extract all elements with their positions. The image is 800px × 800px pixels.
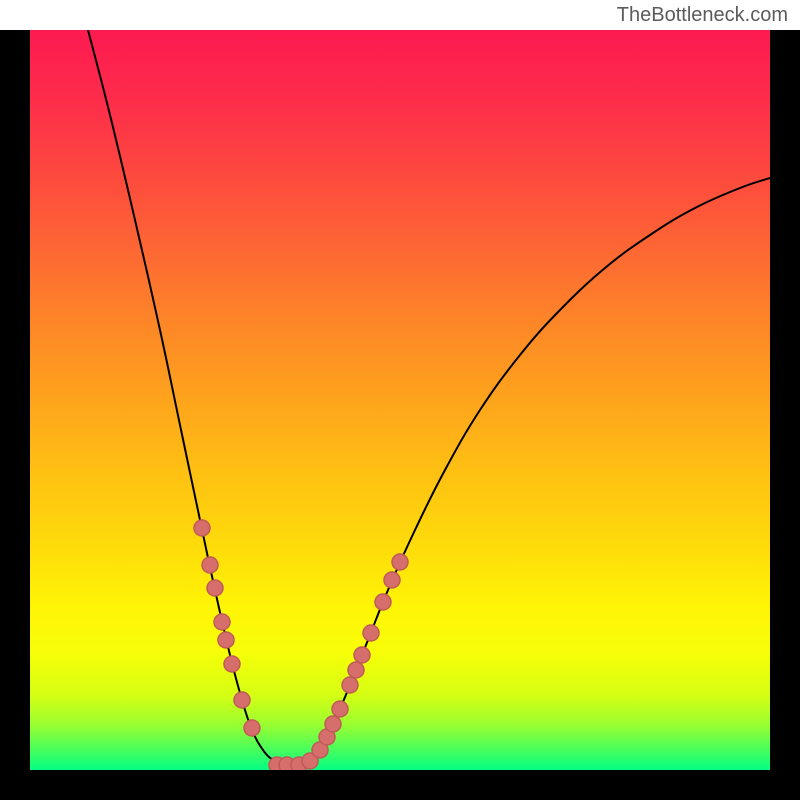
data-marker [354,647,370,663]
data-marker [325,716,341,732]
watermark-text: TheBottleneck.com [617,4,788,27]
curve-right-branch [302,178,770,765]
image-root: TheBottleneck.com [0,0,800,800]
data-marker [224,656,240,672]
plot-area [30,30,770,770]
data-marker [218,632,234,648]
data-marker [244,720,260,736]
data-marker [194,520,210,536]
data-marker [332,701,348,717]
chart-svg [30,30,770,770]
data-marker [234,692,250,708]
curve-left-branch [88,30,283,765]
data-marker [202,557,218,573]
data-marker [342,677,358,693]
data-marker [375,594,391,610]
data-marker [363,625,379,641]
data-marker [348,662,364,678]
topbar: TheBottleneck.com [0,0,800,30]
data-marker [392,554,408,570]
data-marker [207,580,223,596]
marker-group [194,520,408,770]
data-marker [214,614,230,630]
data-marker [384,572,400,588]
